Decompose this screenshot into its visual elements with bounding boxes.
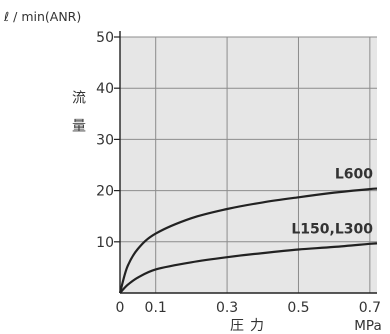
plot-area xyxy=(120,37,377,293)
x-tick-label-0.5: 0.5 xyxy=(287,300,309,316)
y-tick-label-40: 40 xyxy=(96,81,114,97)
axes xyxy=(114,31,377,294)
x-tick-label-0: 0 xyxy=(116,300,125,316)
y-tick-label-50: 50 xyxy=(96,30,114,46)
x-tick-label-0.3: 0.3 xyxy=(216,300,238,316)
x-axis-unit-label: MPa xyxy=(354,318,381,334)
grid-lines xyxy=(120,36,377,293)
series-lines xyxy=(118,187,378,294)
x-tick-labels: 0 0.1 0.3 0.5 0.7 xyxy=(116,300,381,316)
x-tick-label-0.1: 0.1 xyxy=(145,300,167,316)
x-tick-label-0.7: 0.7 xyxy=(359,300,381,316)
y-tick-label-20: 20 xyxy=(96,184,114,200)
y-tick-label-10: 10 xyxy=(96,235,114,251)
series-line-l600 xyxy=(118,187,378,294)
series-line-l150-l300 xyxy=(119,242,378,294)
x-axis-title: 圧力 xyxy=(230,318,270,334)
y-axis-unit-label: ℓ / min(ANR) xyxy=(3,9,81,24)
y-tick-labels: 10 20 30 40 50 xyxy=(96,30,114,251)
series-labels: L600 L150,L300 xyxy=(291,167,373,238)
y-axis-title: 流量 xyxy=(70,90,86,146)
y-tick-label-30: 30 xyxy=(96,132,114,148)
series-label-l150-l300: L150,L300 xyxy=(291,221,373,237)
series-label-l600: L600 xyxy=(335,167,373,183)
